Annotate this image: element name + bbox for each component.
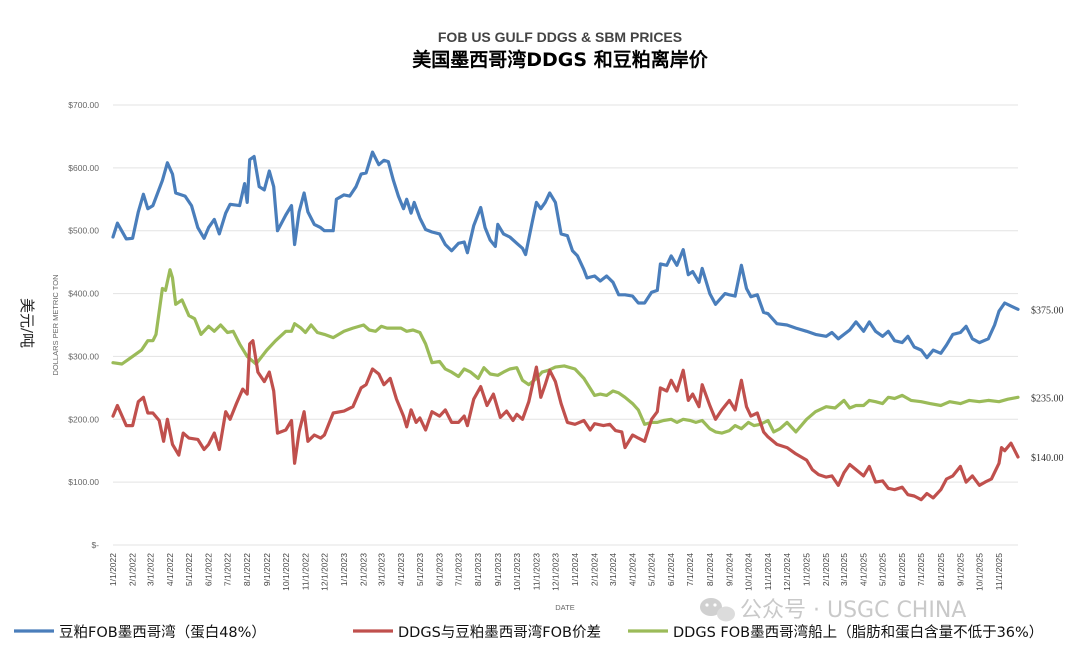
x-tick-label: 2/1/2023 bbox=[359, 553, 369, 586]
x-tick-label: 7/1/2025 bbox=[916, 553, 926, 586]
series-line-1 bbox=[111, 150, 1020, 360]
x-tick-label: 1/1/2024 bbox=[570, 553, 580, 586]
x-tick-label: 10/1/2023 bbox=[512, 553, 522, 591]
watermark-text: 公众号 · USGC CHINA bbox=[740, 598, 966, 623]
y-tick-label: $- bbox=[91, 540, 99, 550]
end-value-label: $375.00 bbox=[1031, 305, 1064, 316]
y-tick-label: $100.00 bbox=[68, 477, 99, 487]
x-tick-label: 9/1/2022 bbox=[262, 553, 272, 586]
series-line-3 bbox=[111, 268, 1020, 435]
x-tick-label: 6/1/2022 bbox=[204, 553, 214, 586]
x-tick-label: 7/1/2024 bbox=[685, 553, 695, 586]
x-tick-label: 3/1/2023 bbox=[376, 553, 386, 586]
y-tick-label: $200.00 bbox=[68, 414, 99, 424]
x-tick-label: 5/1/2025 bbox=[878, 553, 888, 586]
legend-label: DDGS与豆粕墨西哥湾FOB价差 bbox=[398, 624, 601, 641]
x-tick-label: 4/1/2025 bbox=[859, 553, 869, 586]
x-tick-label: 8/1/2024 bbox=[705, 553, 715, 586]
x-axis-label: DATE bbox=[555, 603, 574, 612]
x-tick-label: 2/1/2024 bbox=[590, 553, 600, 586]
end-value-label: $235.00 bbox=[1031, 393, 1064, 404]
series-lines bbox=[111, 150, 1020, 502]
watermark: 公众号 · USGC CHINA bbox=[700, 598, 966, 623]
x-tick-label: 6/1/2024 bbox=[666, 553, 676, 586]
x-tick-label: 3/1/2022 bbox=[145, 553, 155, 586]
x-tick-label: 7/1/2022 bbox=[223, 553, 233, 586]
x-tick-label: 1/1/2025 bbox=[802, 553, 812, 586]
wechat-icon bbox=[700, 598, 735, 622]
x-tick-label: 6/1/2025 bbox=[897, 553, 907, 586]
y-tick-label: $500.00 bbox=[68, 226, 99, 236]
chart-title: 美国墨西哥湾DDGS 和豆粕离岸价 bbox=[412, 48, 708, 71]
x-tick-label: 7/1/2023 bbox=[454, 553, 464, 586]
x-tick-label: 12/1/2024 bbox=[782, 553, 792, 591]
x-tick-label: 5/1/2023 bbox=[415, 553, 425, 586]
x-tick-label: 12/1/2022 bbox=[319, 553, 329, 591]
y-axis-label: DOLLARS PER METRIC TON bbox=[51, 275, 60, 376]
x-axis-ticks: 1/1/2022 2/1/2022 3/1/2022 4/1/2022 5/1/2022… bbox=[108, 553, 1004, 591]
x-tick-label: 8/1/2025 bbox=[936, 553, 946, 586]
end-value-label: $140.00 bbox=[1031, 453, 1064, 464]
x-tick-label: 10/1/2022 bbox=[281, 553, 291, 591]
x-tick-label: 1/1/2022 bbox=[108, 553, 118, 586]
x-tick-label: 2/1/2025 bbox=[821, 553, 831, 586]
chart-subtitle: FOB US GULF DDGS & SBM PRICES bbox=[438, 29, 682, 45]
x-tick-label: 11/1/2022 bbox=[300, 553, 310, 590]
x-tick-label: 10/1/2025 bbox=[974, 553, 984, 591]
y-tick-label: $700.00 bbox=[68, 100, 99, 110]
x-tick-label: 4/1/2022 bbox=[165, 553, 175, 586]
x-tick-label: 12/1/2023 bbox=[550, 553, 560, 591]
x-tick-label: 9/1/2024 bbox=[724, 553, 734, 586]
end-labels: $375.00 $140.00 $235.00 bbox=[1031, 305, 1064, 464]
x-tick-label: 9/1/2025 bbox=[955, 553, 965, 586]
x-tick-label: 10/1/2024 bbox=[743, 553, 753, 591]
x-tick-label: 5/1/2024 bbox=[647, 553, 657, 586]
x-tick-label: 4/1/2024 bbox=[628, 553, 638, 586]
x-tick-label: 2/1/2022 bbox=[128, 553, 138, 586]
x-tick-label: 6/1/2023 bbox=[435, 553, 445, 586]
legend: 豆粕FOB墨西哥湾（蛋白48%） DDGS与豆粕墨西哥湾FOB价差 DDGS FOB… bbox=[14, 624, 1043, 641]
x-tick-label: 8/1/2023 bbox=[473, 553, 483, 586]
x-tick-label: 1/1/2023 bbox=[339, 553, 349, 586]
x-tick-label: 8/1/2022 bbox=[242, 553, 252, 586]
y-tick-label: $300.00 bbox=[68, 351, 99, 361]
y-tick-label: $400.00 bbox=[68, 289, 99, 299]
y-axis-label-cn: 美元/吨 bbox=[18, 298, 36, 348]
y-tick-label: $600.00 bbox=[68, 163, 99, 173]
x-tick-label: 9/1/2023 bbox=[493, 553, 503, 586]
x-tick-label: 11/1/2025 bbox=[994, 553, 1004, 590]
series-line-2 bbox=[111, 339, 1020, 502]
x-tick-label: 5/1/2022 bbox=[184, 553, 194, 586]
x-tick-label: 11/1/2024 bbox=[763, 553, 773, 590]
x-tick-label: 11/1/2023 bbox=[531, 553, 541, 590]
x-tick-label: 3/1/2024 bbox=[608, 553, 618, 586]
x-tick-label: 3/1/2025 bbox=[839, 553, 849, 586]
legend-label: DDGS FOB墨西哥湾船上（脂肪和蛋白含量不低于36%） bbox=[673, 624, 1043, 641]
x-tick-label: 4/1/2023 bbox=[396, 553, 406, 586]
legend-label: 豆粕FOB墨西哥湾（蛋白48%） bbox=[59, 624, 266, 641]
y-axis-ticks: $- $100.00 $200.00 $300.00 $400.00 $500.00 $60… bbox=[68, 100, 99, 550]
